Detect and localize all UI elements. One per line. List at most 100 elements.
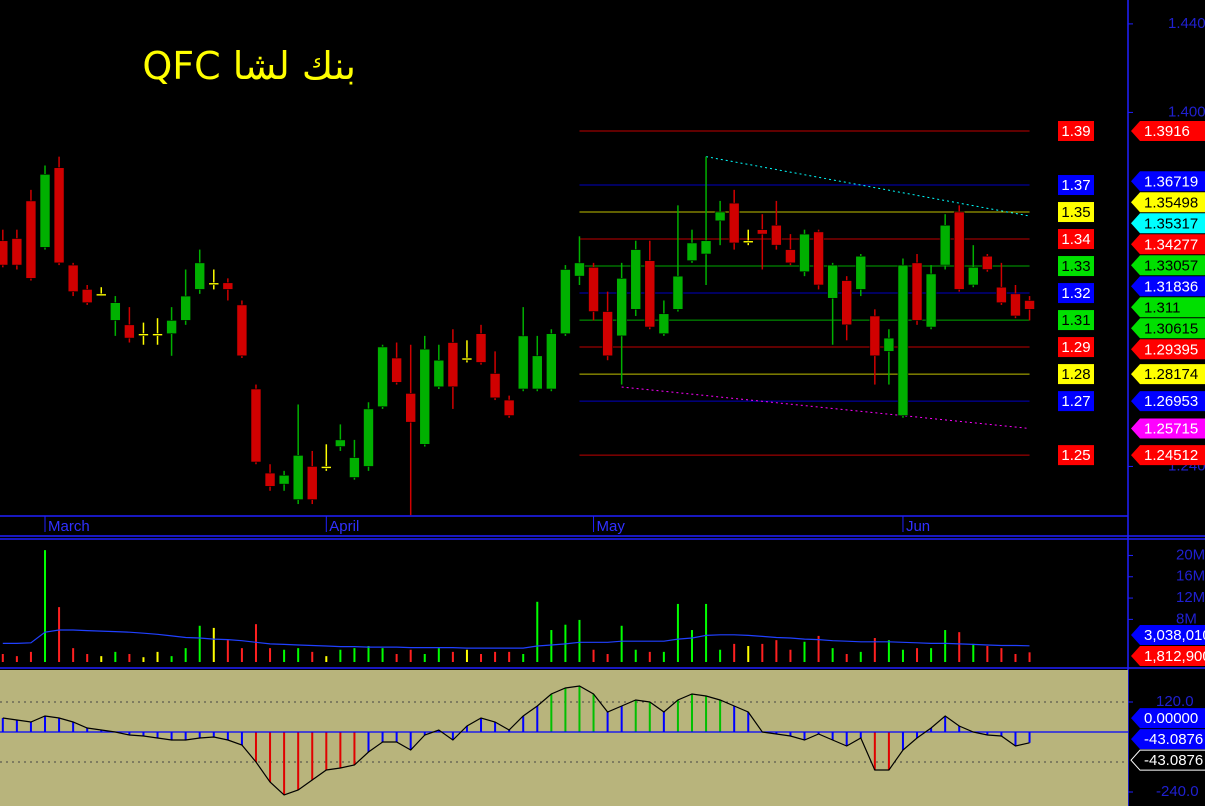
level-badge — [1058, 364, 1094, 385]
level-badge — [1058, 229, 1094, 250]
bar — [958, 726, 961, 732]
bar — [494, 651, 497, 662]
bar — [367, 646, 370, 662]
bar — [184, 732, 187, 740]
bar — [676, 603, 679, 662]
price-tag — [1131, 297, 1205, 318]
bar — [311, 651, 314, 662]
bar — [775, 640, 778, 662]
candle-body — [560, 269, 571, 334]
bar — [184, 648, 187, 662]
candle-body — [166, 320, 177, 334]
bar — [550, 694, 553, 732]
y-tick-label: 120.0 — [1156, 693, 1194, 710]
bar — [958, 632, 961, 662]
bar — [803, 641, 806, 662]
price-tag — [1131, 708, 1205, 729]
bar — [845, 732, 848, 746]
bar — [1000, 648, 1003, 662]
bar — [634, 700, 637, 732]
bar — [916, 648, 919, 662]
price-tag-label: 1.36719 — [1144, 173, 1198, 190]
chart-title: بنك لشا QFC — [142, 44, 356, 88]
candle-body — [658, 313, 670, 334]
bar — [522, 716, 525, 732]
bar — [705, 696, 708, 732]
candle-body — [1024, 300, 1035, 310]
candle-body — [81, 289, 93, 303]
bar — [733, 706, 736, 732]
bar — [789, 732, 792, 736]
price-tag-label: 0.00000 — [1144, 710, 1198, 727]
bar — [226, 640, 229, 662]
bar — [465, 726, 468, 732]
price-tag — [1131, 318, 1205, 339]
level-badge — [1058, 445, 1094, 466]
bar — [44, 716, 47, 732]
price-tag — [1131, 276, 1205, 297]
candle-body — [180, 295, 191, 321]
bar — [283, 732, 286, 795]
candle-body — [630, 249, 642, 310]
y-tick-label: 20M — [1176, 546, 1205, 563]
bar — [676, 700, 679, 732]
candle-body — [503, 399, 515, 416]
bar — [845, 654, 848, 662]
candle-body — [602, 311, 613, 357]
price-tag — [1131, 418, 1205, 439]
bar — [747, 712, 750, 732]
candle-body — [447, 342, 459, 388]
bar — [381, 732, 384, 742]
bar — [620, 625, 623, 662]
bar — [170, 656, 173, 662]
bar — [901, 732, 904, 750]
candle-body — [841, 280, 853, 326]
bar — [508, 730, 511, 732]
candle-body — [391, 357, 402, 383]
level-badge — [1058, 283, 1094, 304]
candle-body — [433, 359, 445, 388]
bar — [128, 732, 131, 735]
level-label: 1.32 — [1061, 285, 1090, 302]
bar — [283, 649, 286, 662]
candle-body — [742, 240, 754, 244]
bar — [662, 712, 665, 732]
bar — [1, 718, 4, 732]
price-tag — [1131, 120, 1205, 141]
bar — [297, 732, 300, 790]
bar — [972, 643, 975, 662]
candle-body — [686, 242, 698, 261]
bar — [705, 603, 708, 662]
bar — [592, 649, 595, 662]
candle-body — [11, 238, 23, 266]
bar — [873, 638, 876, 662]
price-tag-label: 1.26953 — [1144, 393, 1198, 410]
price-tag — [1131, 364, 1205, 385]
candle-body — [616, 278, 627, 337]
candle-body — [25, 200, 37, 279]
bar — [114, 651, 117, 662]
bar — [58, 607, 61, 662]
candle-body — [911, 262, 923, 321]
bar — [986, 646, 989, 662]
y-tick-label: 1.440 — [1168, 15, 1205, 32]
bar — [719, 649, 722, 662]
candle-body — [335, 439, 346, 447]
price-tag — [1131, 213, 1205, 234]
bar — [254, 624, 257, 662]
bar — [198, 732, 201, 738]
bar — [269, 648, 272, 662]
bar — [480, 654, 483, 662]
bar — [409, 649, 412, 662]
bar — [465, 649, 468, 662]
bar — [198, 625, 201, 662]
bar — [86, 728, 89, 732]
bar — [944, 630, 947, 662]
bar — [339, 649, 342, 662]
bar — [142, 732, 145, 736]
bar — [254, 732, 257, 762]
bar — [789, 649, 792, 662]
bar — [423, 732, 426, 735]
bar — [339, 732, 342, 768]
candle-body — [110, 302, 121, 321]
